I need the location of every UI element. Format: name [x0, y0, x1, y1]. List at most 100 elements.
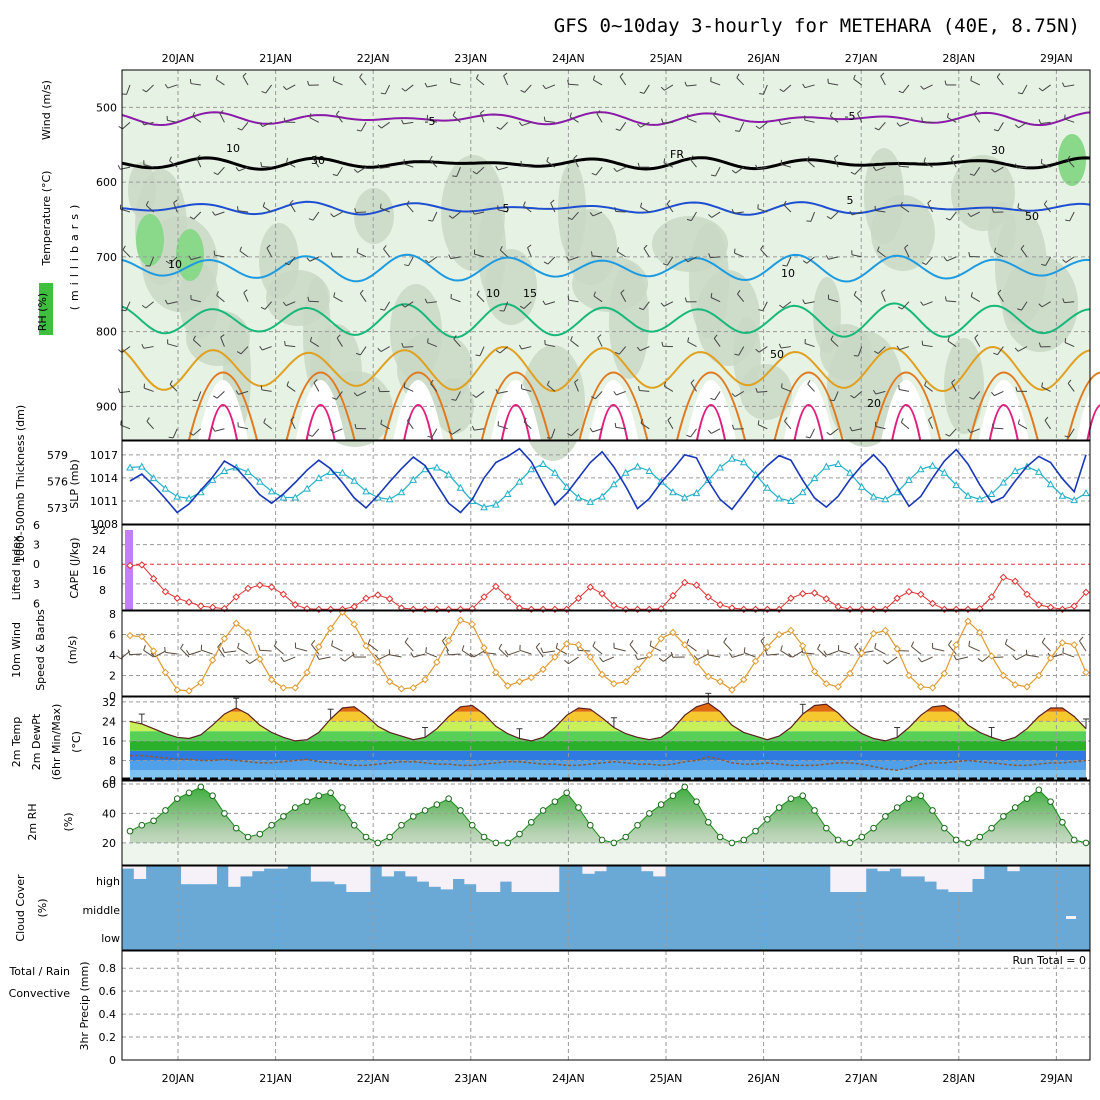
- upper-wind-barb-flag: [290, 416, 295, 421]
- upper-wind-barb: [973, 113, 981, 123]
- upper-wind-barb-flag: [970, 76, 973, 81]
- upper-wind-barb: [851, 254, 862, 258]
- upper-wind-barb: [713, 338, 721, 347]
- upper-wind-barb: [780, 346, 792, 349]
- upper-wind-barb-flag: [639, 91, 645, 94]
- upper-wind-barb-flag: [619, 72, 624, 77]
- upper-wind-barb-flag: [212, 211, 216, 216]
- upper-wind-barb-flag: [213, 395, 218, 399]
- rh2m-tick: 40: [102, 807, 116, 820]
- isotherm-25: [188, 371, 258, 441]
- contour-label: 5: [503, 202, 510, 215]
- cloud-gap-bar: [901, 866, 914, 877]
- precip-tick: 0.4: [99, 1008, 117, 1021]
- wind-speed-point: [1035, 671, 1043, 680]
- upper-wind-barb-flag: [354, 423, 357, 429]
- upper-wind-barb-flag: [472, 394, 477, 398]
- wind-speed-point: [681, 641, 689, 649]
- upper-wind-barb-flag: [1061, 82, 1065, 87]
- thickness-point: [952, 481, 961, 489]
- upper-wind-barb: [336, 391, 343, 400]
- upper-wind-barb-flag: [566, 256, 570, 261]
- rh-lower-band: [122, 842, 1090, 865]
- upper-wind-barb-flag: [518, 344, 523, 350]
- upper-wind-barb-flag: [849, 210, 853, 216]
- upper-wind-barb: [640, 206, 650, 213]
- rh2m-point: [433, 801, 441, 808]
- upper-wind-barb-flag: [1038, 342, 1042, 348]
- cloud-gap-bar: [924, 866, 938, 882]
- upper-wind-barb-flag: [570, 336, 573, 341]
- upper-wind-barb: [829, 428, 839, 436]
- thickness-point: [137, 462, 146, 470]
- upper-wind-barb: [570, 340, 579, 347]
- upper-wind-barb: [261, 165, 272, 168]
- thickness-point: [846, 468, 854, 476]
- wind-speed-point: [645, 651, 654, 659]
- upper-wind-barb: [169, 256, 178, 264]
- upper-wind-barb: [309, 256, 320, 262]
- upper-wind-barb: [900, 421, 910, 430]
- surface-wind-barb: [767, 653, 780, 656]
- wind-speed-point: [527, 673, 535, 682]
- upper-wind-barb: [122, 121, 131, 130]
- upper-wind-barb: [380, 207, 390, 213]
- surface-wind-barb-flag: [780, 645, 783, 651]
- upper-wind-barb-flag: [286, 381, 290, 386]
- surface-wind-barb-flag: [592, 641, 596, 647]
- surface-wind-barb-flag: [977, 658, 983, 662]
- pressure-tick: 700: [96, 251, 117, 264]
- upper-wind-barb-flag: [188, 255, 192, 260]
- upper-wind-barb-flag: [146, 417, 150, 422]
- upper-wind-barb-flag: [1064, 435, 1070, 438]
- rh2m-point: [716, 833, 724, 841]
- upper-wind-barb-flag: [1014, 347, 1019, 352]
- upper-wind-barb: [759, 121, 768, 130]
- surface-wind-barb-flag: [469, 652, 475, 658]
- isotherm-25: [480, 371, 551, 441]
- surface-wind-barb: [542, 650, 555, 654]
- panel-frame-thickness-slp: [121, 440, 1091, 525]
- panel-frame-lifted-index-cape: [121, 524, 1091, 611]
- upper-wind-barb: [762, 301, 768, 311]
- surface-wind-barb: [802, 652, 815, 655]
- rh2m-point: [728, 839, 736, 847]
- upper-wind-barb-flag: [710, 397, 715, 401]
- upper-wind-barb: [618, 346, 627, 355]
- upper-wind-barb-flag: [263, 418, 266, 423]
- thickness-point: [267, 487, 276, 495]
- lifted-index-point: [1070, 602, 1078, 610]
- upper-wind-barb: [428, 256, 438, 264]
- upper-wind-barb: [1064, 342, 1075, 348]
- surface-wind-barb-flag: [311, 639, 316, 645]
- upper-wind-barb: [568, 256, 579, 261]
- upper-wind-barb-flag: [660, 86, 665, 91]
- pressure-tick: 800: [96, 326, 117, 339]
- day-label-top: 21JAN: [259, 52, 292, 65]
- wind-speed-point: [1011, 681, 1019, 689]
- upper-wind-barb: [592, 428, 603, 433]
- isotherm-10: [121, 253, 1091, 283]
- temperature-band: [130, 721, 1086, 732]
- upper-wind-barb-flag: [872, 166, 877, 171]
- thickness-point: [350, 476, 359, 484]
- cape-tick: 8: [99, 584, 106, 597]
- surface-wind-barb: [921, 656, 933, 663]
- upper-wind-barb: [193, 339, 202, 347]
- surface-wind-barb: [331, 645, 343, 652]
- thickness-point: [409, 475, 418, 483]
- thickness-point: [433, 463, 441, 471]
- upper-wind-barb: [784, 420, 792, 430]
- thickness-point: [763, 483, 772, 491]
- upper-wind-barb: [852, 211, 862, 216]
- thickness-tick: 573: [47, 502, 68, 515]
- day-label-bottom: 26JAN: [747, 1072, 780, 1085]
- rh-contour-area: [354, 188, 394, 244]
- surface-wind-barb-flag: [1041, 637, 1046, 643]
- upper-wind-barb-flag: [259, 346, 263, 351]
- day-label-bottom: 21JAN: [259, 1072, 292, 1085]
- upper-wind-barb-flag: [169, 156, 172, 161]
- pressure-tick: 600: [96, 176, 117, 189]
- upper-wind-barb-flag: [427, 435, 432, 438]
- surface-wind-barb: [378, 653, 390, 660]
